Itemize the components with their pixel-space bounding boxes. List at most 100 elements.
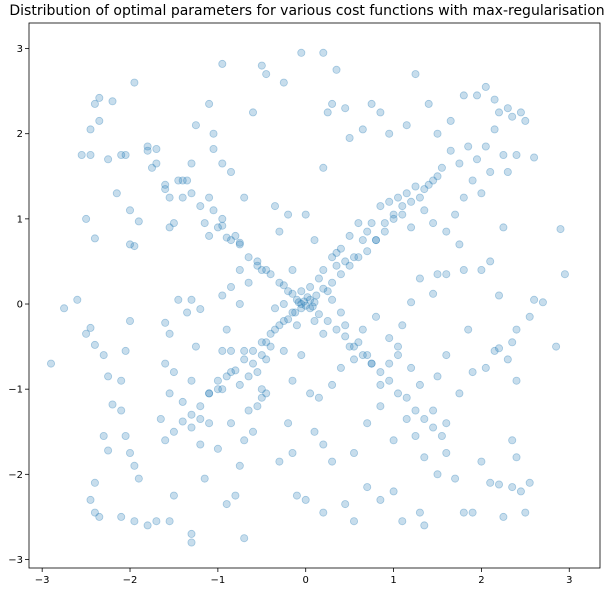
data-point <box>398 202 407 211</box>
data-point <box>552 342 561 351</box>
data-point <box>284 315 293 324</box>
data-point <box>279 316 288 325</box>
data-point <box>262 355 271 364</box>
x-tick-label: 1 <box>390 575 396 586</box>
data-point <box>459 265 468 274</box>
data-point <box>481 363 490 372</box>
data-point <box>275 321 284 330</box>
data-point <box>99 351 108 360</box>
data-point <box>420 521 429 530</box>
data-point <box>442 351 451 360</box>
data-point <box>270 304 279 313</box>
data-point <box>187 295 196 304</box>
data-point <box>297 48 306 57</box>
data-point <box>257 338 266 347</box>
data-point <box>244 406 253 415</box>
data-point <box>446 146 455 155</box>
data-point <box>494 291 503 300</box>
data-point <box>270 202 279 211</box>
data-point <box>121 431 130 440</box>
data-point <box>314 310 323 319</box>
data-point <box>161 180 170 189</box>
data-point <box>437 163 446 172</box>
data-point <box>108 400 117 409</box>
data-point <box>486 167 495 176</box>
data-point <box>288 308 297 317</box>
data-point <box>143 142 152 151</box>
data-point <box>248 427 257 436</box>
data-point <box>299 297 308 306</box>
data-point <box>297 304 306 313</box>
data-point <box>213 376 222 385</box>
data-point <box>477 189 486 198</box>
data-point <box>481 142 490 151</box>
data-point <box>411 70 420 79</box>
data-point <box>165 329 174 338</box>
data-point <box>222 325 231 334</box>
data-point <box>244 253 253 262</box>
data-point <box>95 116 104 125</box>
data-point <box>402 393 411 402</box>
data-point <box>253 368 262 377</box>
data-point <box>455 240 464 249</box>
data-point <box>178 417 187 426</box>
data-point <box>393 342 402 351</box>
data-point <box>451 210 460 219</box>
data-point <box>178 176 187 185</box>
data-point <box>354 253 363 262</box>
data-point <box>165 517 174 526</box>
data-point <box>363 247 372 256</box>
data-point <box>310 298 319 307</box>
data-point <box>226 167 235 176</box>
data-point <box>297 299 306 308</box>
data-point <box>389 436 398 445</box>
data-point <box>323 316 332 325</box>
data-point <box>257 385 266 394</box>
data-point <box>226 236 235 245</box>
data-point <box>187 159 196 168</box>
data-point <box>134 217 143 226</box>
data-point <box>437 431 446 440</box>
data-point <box>341 257 350 266</box>
data-point <box>385 129 394 138</box>
data-point <box>121 150 130 159</box>
data-point <box>126 316 135 325</box>
data-point <box>90 99 99 108</box>
data-point <box>279 78 288 87</box>
data-point <box>508 436 517 445</box>
data-point <box>455 389 464 398</box>
data-point <box>218 221 227 230</box>
data-point <box>499 150 508 159</box>
data-point <box>218 385 227 394</box>
data-point <box>147 163 156 172</box>
data-point <box>117 150 126 159</box>
data-point <box>60 304 69 313</box>
data-point <box>310 427 319 436</box>
data-point <box>235 240 244 249</box>
plot-area <box>28 22 601 569</box>
data-point <box>376 380 385 389</box>
data-point <box>402 121 411 130</box>
data-point <box>560 270 569 279</box>
data-point <box>262 338 271 347</box>
data-point <box>402 189 411 198</box>
y-tick-label: −3 <box>8 555 23 566</box>
y-tick-label: 2 <box>17 129 23 140</box>
data-point <box>226 282 235 291</box>
data-point <box>86 495 95 504</box>
x-tick-label: 2 <box>478 575 484 586</box>
data-point <box>363 351 372 360</box>
data-point <box>297 351 306 360</box>
data-point <box>292 295 301 304</box>
data-point <box>161 436 170 445</box>
data-point <box>291 308 300 317</box>
data-point <box>415 274 424 283</box>
data-point <box>288 265 297 274</box>
x-tick-label: −2 <box>123 575 138 586</box>
data-point <box>429 406 438 415</box>
data-point <box>205 99 214 108</box>
data-point <box>95 512 104 521</box>
data-point <box>433 172 442 181</box>
data-point <box>459 193 468 202</box>
y-axis: −3 −2 −1 0 1 2 3 <box>8 44 29 566</box>
